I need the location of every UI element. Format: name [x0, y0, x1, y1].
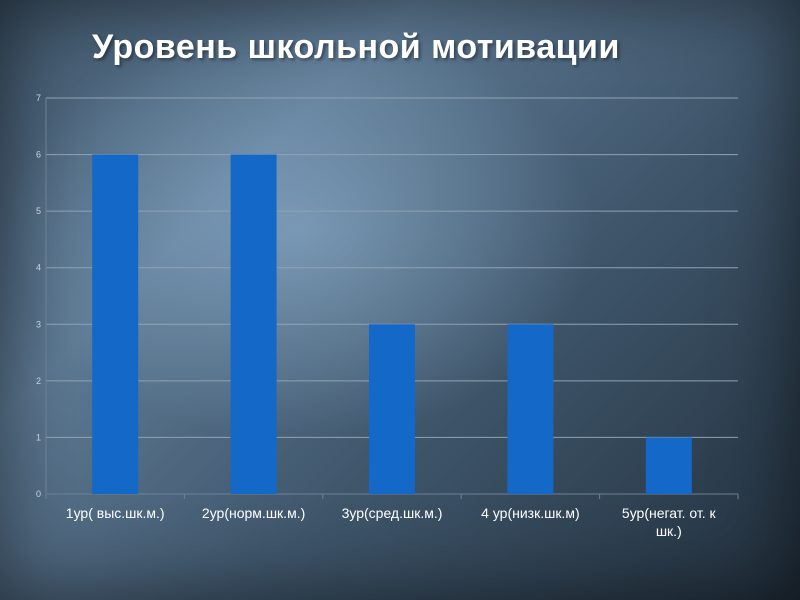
x-category-label: 1ур( выс.шк.м.) — [66, 505, 165, 521]
bar — [369, 324, 415, 494]
y-tick-label: 0 — [36, 489, 41, 499]
slide-title: Уровень школьной мотивации — [92, 28, 620, 66]
y-tick-label: 2 — [36, 376, 41, 386]
bar — [507, 324, 554, 494]
bar — [230, 154, 277, 495]
x-category-label: 2ур(норм.шк.м.) — [202, 505, 305, 521]
y-tick-label: 3 — [36, 319, 41, 329]
x-category-label: 3ур(сред.шк.м.) — [342, 505, 443, 521]
y-tick-label: 7 — [36, 93, 41, 103]
bar — [645, 437, 692, 494]
y-tick-label: 1 — [36, 432, 41, 442]
y-tick-label: 5 — [36, 206, 41, 216]
y-tick-label: 4 — [36, 263, 41, 273]
y-tick-label: 6 — [36, 150, 41, 160]
bar — [92, 154, 139, 495]
x-category-label: 4 ур(низк.шк.м) — [481, 505, 580, 521]
x-category-label: 5ур(негат. от. к шк.) — [622, 505, 717, 539]
